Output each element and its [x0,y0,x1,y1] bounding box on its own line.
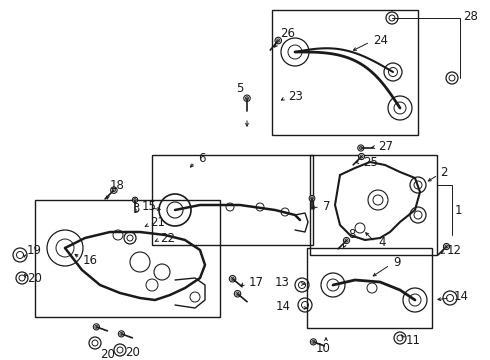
Text: 25: 25 [363,157,378,170]
Text: 20: 20 [27,271,42,284]
Circle shape [275,37,281,44]
Text: 13: 13 [275,275,290,288]
Text: 2: 2 [440,166,447,179]
Text: 21: 21 [150,216,165,229]
Text: 20: 20 [125,346,140,359]
Text: 28: 28 [463,10,478,23]
Text: 11: 11 [406,333,421,346]
Circle shape [93,324,99,330]
Text: 18: 18 [110,179,125,192]
Text: 9: 9 [393,256,400,270]
Text: 10: 10 [316,342,331,355]
Text: 5: 5 [236,82,244,95]
Circle shape [234,291,241,297]
Text: 3: 3 [133,202,140,215]
Text: 14: 14 [276,301,291,314]
Bar [310,155,437,255]
Circle shape [358,153,365,159]
Text: 7: 7 [323,199,330,212]
Text: 12: 12 [447,243,462,256]
Text: 16: 16 [83,253,98,266]
Circle shape [229,275,236,282]
Circle shape [310,339,317,345]
Text: 23: 23 [288,90,303,104]
Text: 19: 19 [27,243,42,256]
Circle shape [132,197,138,203]
Circle shape [118,331,124,337]
Bar [152,155,313,245]
Circle shape [111,187,117,193]
Text: 15: 15 [142,201,157,213]
Text: 6: 6 [198,152,205,165]
Text: 8: 8 [348,228,355,241]
Text: 14: 14 [454,291,469,303]
Text: 4: 4 [378,237,386,249]
Circle shape [244,95,250,102]
Text: 1: 1 [455,203,463,216]
Bar [307,248,432,328]
Text: 24: 24 [373,33,388,46]
Text: 26: 26 [280,27,295,40]
Circle shape [343,238,349,244]
Circle shape [309,195,315,201]
Text: 27: 27 [378,139,393,153]
Bar [35,200,220,317]
Text: 22: 22 [160,231,175,244]
Circle shape [443,243,449,249]
Text: 17: 17 [249,275,264,288]
Text: 20: 20 [100,348,115,360]
Circle shape [358,145,364,151]
Bar [272,10,418,135]
